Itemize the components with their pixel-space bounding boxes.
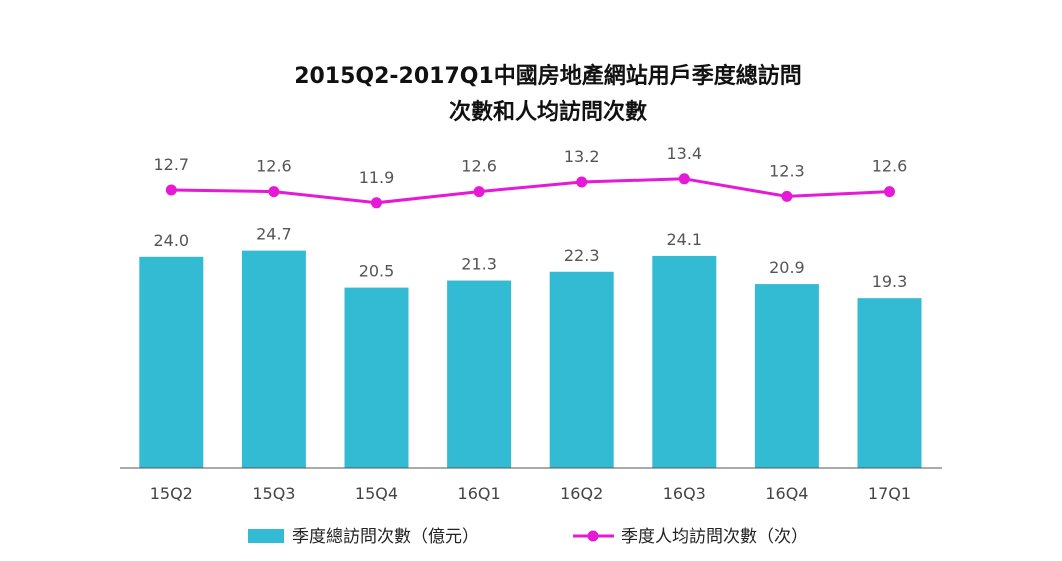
bar-value-label-16Q4: 20.9 [769, 258, 805, 277]
line-point-15Q4 [371, 197, 382, 209]
line-value-label-15Q4: 11.9 [359, 168, 395, 187]
line-point-16Q4 [781, 190, 793, 202]
bar-value-label-17Q1: 19.3 [872, 272, 908, 291]
line-point-15Q2 [165, 184, 177, 196]
line-point-17Q1 [884, 186, 895, 198]
x-tick-label-16Q1: 16Q1 [458, 484, 501, 503]
line-value-label-17Q1: 12.6 [872, 157, 908, 176]
line-point-15Q3 [268, 186, 280, 198]
bar-value-label-15Q3: 24.7 [256, 225, 292, 244]
bar-value-label-15Q4: 20.5 [359, 262, 395, 281]
line-value-label-16Q3: 13.4 [666, 144, 702, 163]
line-path [171, 177, 890, 205]
line-value-label-16Q4: 12.3 [769, 161, 805, 180]
x-tick-label-16Q4: 16Q4 [765, 484, 808, 503]
bar-value-label-16Q1: 21.3 [461, 255, 497, 274]
line-value-label-16Q1: 12.6 [461, 157, 497, 176]
x-tick-labels: 15Q2 15Q3 15Q4 16Q1 16Q2 16Q3 16Q4 17Q1 [150, 484, 911, 503]
bar-16Q3 [652, 255, 717, 468]
legend-bar-swatch [248, 529, 284, 543]
x-tick-label-15Q3: 15Q3 [252, 484, 295, 503]
bar-15Q2 [139, 256, 204, 468]
line-point-16Q2 [576, 176, 588, 188]
line-value-label-15Q3: 12.6 [256, 157, 292, 176]
bar-15Q4 [344, 287, 409, 468]
chart-title-line-1: 2015Q2-2017Q1中國房地產網站用戶季度總訪問 [294, 63, 802, 89]
legend: 季度總訪問次數（億元） 季度人均訪問次數（次） [248, 527, 808, 547]
legend-bar-label: 季度總訪問次數（億元） [292, 527, 479, 547]
bar-value-label-16Q3: 24.1 [666, 230, 702, 249]
legend-line-label: 季度人均訪問次數（次） [621, 527, 808, 547]
line-point-16Q3 [678, 173, 690, 185]
x-tick-label-15Q4: 15Q4 [355, 484, 398, 503]
legend-line-marker [587, 530, 599, 542]
bar-17Q1 [857, 298, 922, 468]
x-tick-label-15Q2: 15Q2 [150, 484, 193, 503]
bar-value-label-15Q2: 24.0 [153, 231, 189, 250]
x-tick-label-17Q1: 17Q1 [868, 484, 911, 503]
bar-16Q2 [549, 271, 614, 468]
line-value-labels: 12.7 12.6 11.9 12.6 13.2 13.4 12.3 12.6 [153, 144, 907, 187]
x-tick-label-16Q3: 16Q3 [663, 484, 706, 503]
line-value-label-16Q2: 13.2 [564, 147, 600, 166]
bar-series [139, 250, 922, 468]
bar-16Q4 [754, 284, 819, 468]
line-value-label-15Q2: 12.7 [153, 155, 189, 174]
bar-15Q3 [241, 250, 306, 468]
chart-title-line-2: 次數和人均訪問次數 [449, 99, 647, 125]
bar-value-labels: 24.0 24.7 20.5 21.3 22.3 24.1 20.9 19.3 [153, 225, 907, 292]
bar-value-label-16Q2: 22.3 [564, 246, 600, 265]
x-tick-label-16Q2: 16Q2 [560, 484, 603, 503]
line-point-16Q1 [473, 186, 485, 198]
bar-16Q1 [447, 280, 512, 468]
line-series [165, 173, 895, 209]
